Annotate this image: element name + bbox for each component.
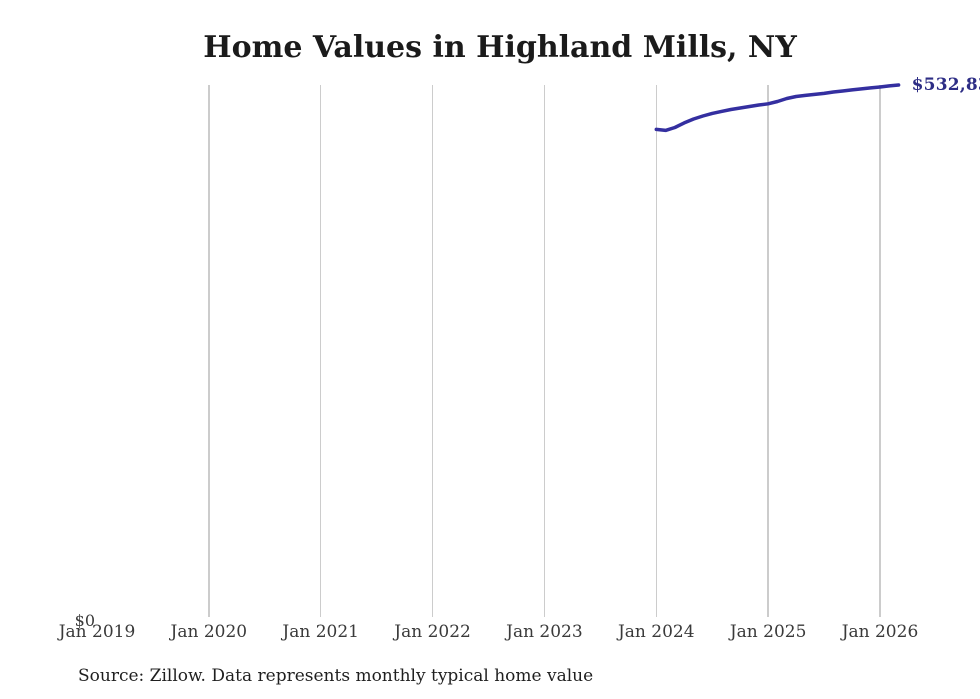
gridline-jan-2023 bbox=[543, 85, 546, 617]
x-tick-jan-2023: Jan 2023 bbox=[506, 622, 583, 642]
gridline-jan-2024 bbox=[655, 85, 658, 617]
source-note: Source: Zillow. Data represents monthly … bbox=[78, 666, 594, 686]
trend-line-path bbox=[654, 83, 901, 133]
y-axis-zero-label: $0 bbox=[74, 611, 95, 630]
x-tick-jan-2021: Jan 2021 bbox=[282, 622, 359, 642]
x-tick-jan-2020: Jan 2020 bbox=[170, 622, 248, 642]
x-tick-jan-2026: Jan 2026 bbox=[841, 622, 919, 642]
x-tick-jan-2019: Jan 2019 bbox=[58, 622, 136, 642]
chart-title: Home Values in Highland Mills, NY bbox=[203, 30, 797, 65]
gridline-jan-2021 bbox=[319, 85, 322, 617]
latest-value-label: $532,833 bbox=[911, 75, 980, 95]
gridline-jan-2020 bbox=[208, 85, 210, 617]
x-tick-jan-2024: Jan 2024 bbox=[617, 622, 695, 642]
x-tick-jan-2022: Jan 2022 bbox=[394, 622, 471, 642]
gridline-jan-2025 bbox=[767, 85, 769, 617]
x-tick-jan-2025: Jan 2025 bbox=[729, 622, 807, 642]
gridline-jan-2022 bbox=[431, 85, 434, 617]
gridline-jan-2026 bbox=[879, 85, 881, 617]
